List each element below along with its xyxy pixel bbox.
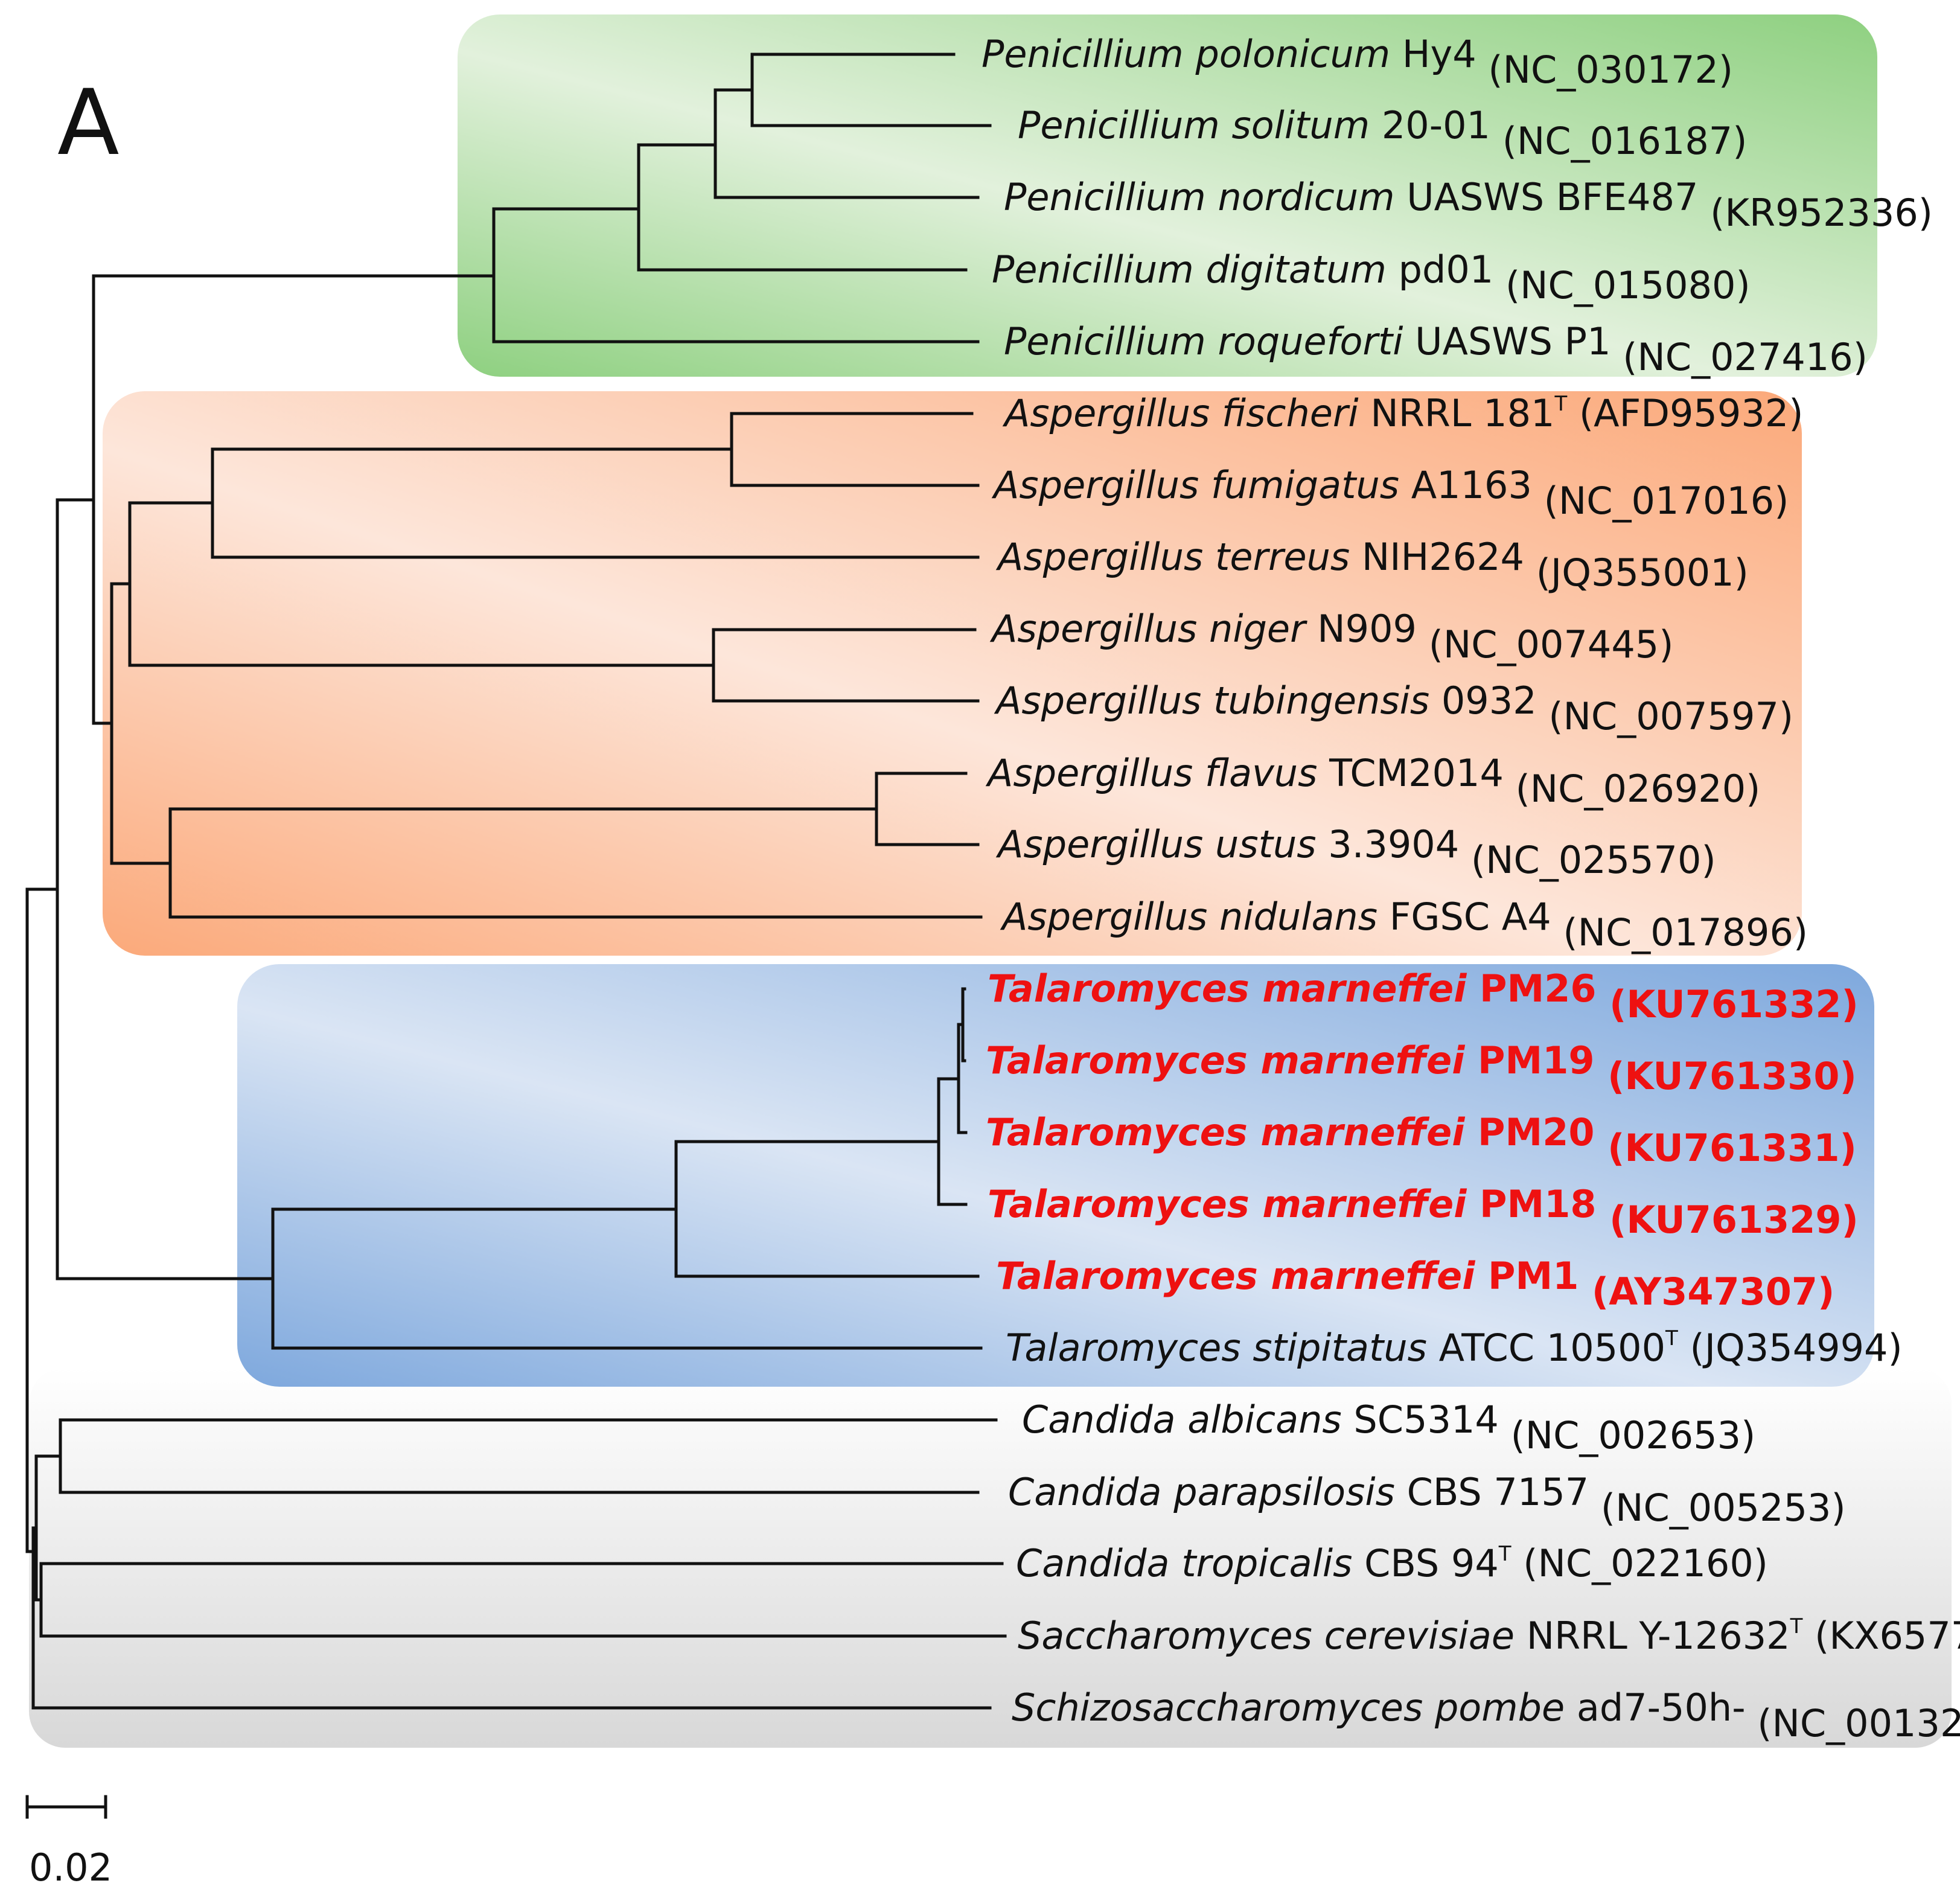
clade-box-yeasts xyxy=(29,1367,1952,1748)
leaf-label: Aspergillus niger N909 (NC_007445) xyxy=(989,607,1673,666)
leaf-label-highlighted: Talaromyces marneffei PM18 (KU761329) xyxy=(988,1182,1859,1242)
tree-branches xyxy=(25,53,1007,1710)
leaf-label: Aspergillus nidulans FGSC A4 (NC_017896) xyxy=(1000,895,1808,954)
leaf-label: Candida tropicalis CBS 94T (NC_022160) xyxy=(1016,1541,1768,1585)
clade-box-penicillium xyxy=(458,14,1877,377)
leaf-labels: Penicillium polonicum Hy4 (NC_030172) Pe… xyxy=(982,32,1960,1745)
leaf-label-highlighted: Talaromyces marneffei PM19 (KU761330) xyxy=(986,1038,1857,1098)
panel-label: A xyxy=(57,71,120,176)
leaf-label: Talaromyces stipitatus ATCC 10500T (JQ35… xyxy=(1006,1326,1903,1370)
clade-box-aspergillus xyxy=(103,391,1802,956)
leaf-label: Aspergillus fischeri NRRL 181T (AFD95932… xyxy=(1002,391,1803,435)
leaf-label: Penicillium roqueforti UASWS P1 (NC_0274… xyxy=(1004,319,1868,379)
leaf-label: Penicillium solitum 20-01 (NC_016187) xyxy=(1018,103,1747,163)
leaf-label-highlighted: Talaromyces marneffei PM1 (AY347307) xyxy=(996,1254,1834,1314)
leaf-label: Saccharomyces cerevisiae NRRL Y-12632T (… xyxy=(1018,1614,1960,1658)
leaf-label-highlighted: Talaromyces marneffei PM20 (KU761331) xyxy=(986,1110,1857,1170)
leaf-label: Candida parapsilosis CBS 7157 (NC_005253… xyxy=(1008,1470,1846,1530)
leaf-label: Candida albicans SC5314 (NC_002653) xyxy=(1022,1398,1755,1457)
leaf-label: Aspergillus tubingensis 0932 (NC_007597) xyxy=(994,679,1793,738)
clade-box-talaromyces xyxy=(237,964,1874,1387)
leaf-label: Aspergillus terreus NIH2624 (JQ355001) xyxy=(995,535,1749,595)
leaf-label: Aspergillus ustus 3.3904 (NC_025570) xyxy=(995,822,1716,882)
leaf-label-highlighted: Talaromyces marneffei PM26 (KU761332) xyxy=(988,967,1859,1026)
leaf-label: Aspergillus fumigatus A1163 (NC_017016) xyxy=(991,463,1789,523)
leaf-label: Penicillium nordicum UASWS BFE487 (KR952… xyxy=(1004,175,1933,235)
scale-bar: 0.02 xyxy=(25,1795,112,1889)
leaf-label: Penicillium digitatum pd01 (NC_015080) xyxy=(992,248,1751,307)
leaf-label: Schizosaccharomyces pombe ad7-50h- (NC_0… xyxy=(1012,1686,1960,1745)
leaf-label: Aspergillus flavus TCM2014 (NC_026920) xyxy=(985,751,1760,811)
leaf-label: Penicillium polonicum Hy4 (NC_030172) xyxy=(982,32,1733,92)
scale-bar-label: 0.02 xyxy=(29,1846,112,1889)
